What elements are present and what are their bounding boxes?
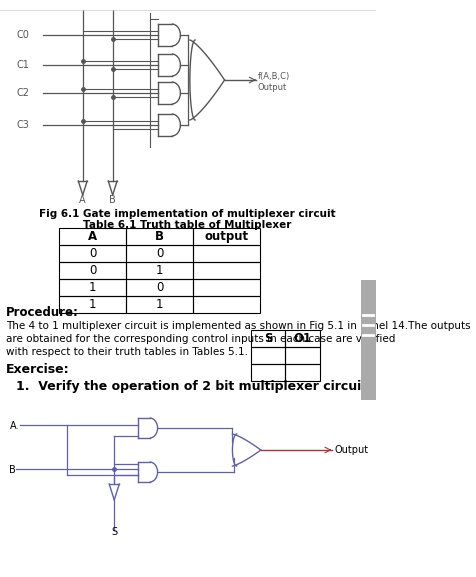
- Text: Exercise:: Exercise:: [6, 363, 70, 376]
- Bar: [193, 228, 259, 245]
- Bar: [126, 279, 193, 296]
- Text: 1: 1: [156, 264, 163, 277]
- Bar: [193, 262, 259, 279]
- Text: 0: 0: [89, 264, 96, 277]
- Text: S: S: [263, 332, 272, 345]
- Text: S: S: [111, 527, 117, 537]
- Text: Table 6.1 Truth table of Multiplexer: Table 6.1 Truth table of Multiplexer: [83, 220, 291, 230]
- Text: A.: A.: [10, 421, 19, 431]
- Bar: [250, 364, 285, 381]
- Text: Output: Output: [257, 83, 286, 92]
- Text: 0: 0: [156, 247, 163, 260]
- Bar: [193, 296, 259, 313]
- Text: C2: C2: [16, 88, 29, 98]
- Bar: [126, 245, 193, 262]
- Bar: [59, 245, 126, 262]
- Text: C3: C3: [16, 120, 29, 130]
- Bar: [285, 347, 319, 364]
- Bar: [126, 262, 193, 279]
- Text: 1: 1: [89, 298, 96, 311]
- Bar: [193, 279, 259, 296]
- Text: Fig 6.1 Gate implementation of multiplexer circuit: Fig 6.1 Gate implementation of multiplex…: [39, 209, 335, 219]
- Text: C1: C1: [16, 60, 29, 70]
- Text: 0: 0: [156, 281, 163, 294]
- Text: 1.  Verify the operation of 2 bit multiplexer circuit.: 1. Verify the operation of 2 bit multipl…: [16, 380, 371, 393]
- Bar: [250, 347, 285, 364]
- Text: output: output: [204, 230, 248, 243]
- Text: B: B: [155, 230, 164, 243]
- Bar: [59, 228, 126, 245]
- Bar: [126, 228, 193, 245]
- Text: 0: 0: [89, 247, 96, 260]
- Text: C0: C0: [16, 30, 29, 40]
- Text: Output: Output: [333, 445, 367, 455]
- Text: f(A,B,C): f(A,B,C): [257, 72, 289, 81]
- Text: B: B: [109, 195, 116, 205]
- Text: with respect to their truth tables in Tables 5.1.: with respect to their truth tables in Ta…: [6, 347, 248, 357]
- Text: Procedure:: Procedure:: [6, 306, 79, 319]
- Text: are obtained for the corresponding control inputs in each case are verified: are obtained for the corresponding contr…: [6, 334, 395, 344]
- Bar: [59, 296, 126, 313]
- Bar: [285, 364, 319, 381]
- Bar: [250, 330, 285, 347]
- Bar: [126, 296, 193, 313]
- Text: 1: 1: [89, 281, 96, 294]
- Bar: [59, 262, 126, 279]
- Text: A: A: [79, 195, 86, 205]
- Bar: [59, 279, 126, 296]
- Bar: [360, 280, 375, 400]
- Text: 1: 1: [156, 298, 163, 311]
- Text: A: A: [88, 230, 97, 243]
- Text: The 4 to 1 multiplexer circuit is implemented as shown in Fig 5.1 in Panel 14.Th: The 4 to 1 multiplexer circuit is implem…: [6, 321, 470, 331]
- Text: B: B: [10, 465, 16, 475]
- Text: O1: O1: [293, 332, 311, 345]
- Bar: [193, 245, 259, 262]
- Bar: [285, 330, 319, 347]
